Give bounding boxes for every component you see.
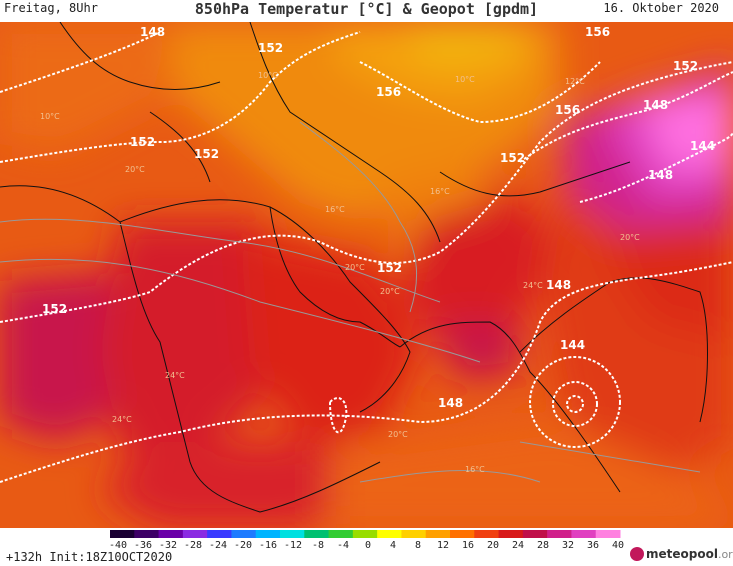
geopotential-contours <box>0 31 733 483</box>
geopotential-label: 144 <box>560 338 585 352</box>
chart-title: 850hPa Temperatur [°C] & Geopot [gpdm] <box>194 0 539 18</box>
temperature-label: 16°C <box>430 187 450 196</box>
geopotential-label: 148 <box>140 25 165 39</box>
logo-suffix: .org <box>717 548 733 561</box>
colorbar-swatch <box>328 530 354 538</box>
colorbar-tick-label: 32 <box>561 540 575 551</box>
colorbar-tick-label: 8 <box>414 540 422 551</box>
geopotential-label: 156 <box>376 85 401 99</box>
geopotential-label: 152 <box>377 261 402 275</box>
geopotential-label: 152 <box>42 302 67 316</box>
colorbar-swatch <box>474 530 500 538</box>
colorbar-swatch <box>522 530 548 538</box>
colorbar-tick-label: 40 <box>611 540 625 551</box>
colorbar-tick-label: -4 <box>336 540 350 551</box>
temperature-label: 24°C <box>165 371 185 380</box>
temperature-label: 10°C <box>40 112 60 121</box>
footer: -40 -36 -32 -28 -24 -20 -16 -12 -8 -4 0 4 8 12 16 20 24 2… <box>0 528 733 566</box>
geopotential-label: 148 <box>648 168 673 182</box>
colorbar-tick-label: -28 <box>183 540 203 551</box>
colorbar-swatch <box>207 530 232 538</box>
header: Freitag, 8Uhr 850hPa Temperatur [°C] & G… <box>0 0 733 22</box>
colorbar-tick-label: -32 <box>158 540 178 551</box>
temperature-label: 16°C <box>325 205 345 214</box>
geopotential-label: 156 <box>555 103 580 117</box>
temperature-label: 20°C <box>125 165 145 174</box>
colorbar-swatch <box>280 530 305 538</box>
colorbar-swatch <box>425 530 451 538</box>
colorbar-swatch <box>255 530 281 538</box>
colorbar-tick-label: 36 <box>586 540 600 551</box>
meteopool-logo-icon <box>630 547 644 561</box>
colorbar-swatch <box>450 530 475 538</box>
weather-map: 148 152 156 156 156 152 148 144 148 152 … <box>0 22 733 528</box>
colorbar-tick-label: 28 <box>536 540 550 551</box>
geopotential-label: 148 <box>643 98 668 112</box>
colorbar-tick-label: -40 <box>108 540 128 551</box>
colorbar-tick-label: -36 <box>133 540 153 551</box>
temperature-isotherms <box>0 121 701 483</box>
temperature-shading <box>0 22 733 528</box>
geopotential-label: 152 <box>258 41 283 55</box>
geopotential-label: 152 <box>673 59 698 73</box>
colorbar-swatch <box>352 530 378 538</box>
meteopool-logo[interactable]: meteopool.org <box>630 547 733 561</box>
colorbar-swatch <box>571 530 597 538</box>
colorbar-tick-label: -20 <box>233 540 253 551</box>
colorbar-swatch <box>231 530 257 538</box>
temperature-label: 10°C <box>258 71 278 80</box>
geopotential-label-layer: 148 152 156 156 156 152 148 144 148 152 … <box>42 25 715 410</box>
colorbar-tick-label: 12 <box>436 540 450 551</box>
temperature-label: 24°C <box>112 415 132 424</box>
colorbar-swatch <box>158 530 184 538</box>
colorbar-swatch <box>498 530 524 538</box>
temperature-label: 20°C <box>345 263 365 272</box>
temperature-label-layer: 10°C 10°C 10°C 12°C 16°C 16°C 20°C 20°C … <box>40 71 640 474</box>
geopotential-label: 148 <box>546 278 571 292</box>
forecast-date: 16. Oktober 2020 <box>603 1 719 15</box>
temperature-label: 20°C <box>380 287 400 296</box>
temperature-label: 12°C <box>565 77 585 86</box>
geopotential-label: 152 <box>194 147 219 161</box>
colorbar-swatch <box>304 530 330 538</box>
temperature-label: 10°C <box>455 75 475 84</box>
geopotential-label: 148 <box>438 396 463 410</box>
colorbar-tick-label: 16 <box>461 540 475 551</box>
colorbar-tick-label: 0 <box>364 540 372 551</box>
coastlines <box>0 22 708 513</box>
colorbar-swatch <box>182 530 208 538</box>
colorbar-tick-label: -24 <box>208 540 228 551</box>
colorbar-swatch <box>401 530 427 538</box>
colorbar-swatch <box>110 530 135 538</box>
colorbar <box>110 530 621 538</box>
temperature-label: 16°C <box>465 465 485 474</box>
colorbar-tick-label: -12 <box>283 540 303 551</box>
colorbar-tick-label: 24 <box>511 540 525 551</box>
colorbar-swatch <box>547 530 572 538</box>
temperature-label: 20°C <box>388 430 408 439</box>
forecast-day-time: Freitag, 8Uhr <box>4 1 98 15</box>
geopotential-label: 152 <box>130 135 155 149</box>
geopotential-label: 156 <box>585 25 610 39</box>
run-info: +132h Init:18Z10OCT2020 <box>6 550 173 564</box>
colorbar-swatch <box>595 530 621 538</box>
colorbar-swatch <box>134 530 160 538</box>
colorbar-tick-label: -16 <box>258 540 278 551</box>
colorbar-tick-label: -8 <box>311 540 325 551</box>
temperature-label: 24°C <box>523 281 543 290</box>
colorbar-tick-label: 4 <box>389 540 397 551</box>
temperature-label: 20°C <box>620 233 640 242</box>
logo-text: meteopool <box>646 547 718 561</box>
geopotential-label: 144 <box>690 139 715 153</box>
colorbar-swatch <box>377 530 402 538</box>
colorbar-tick-label: 20 <box>486 540 500 551</box>
geopotential-label: 152 <box>500 151 525 165</box>
